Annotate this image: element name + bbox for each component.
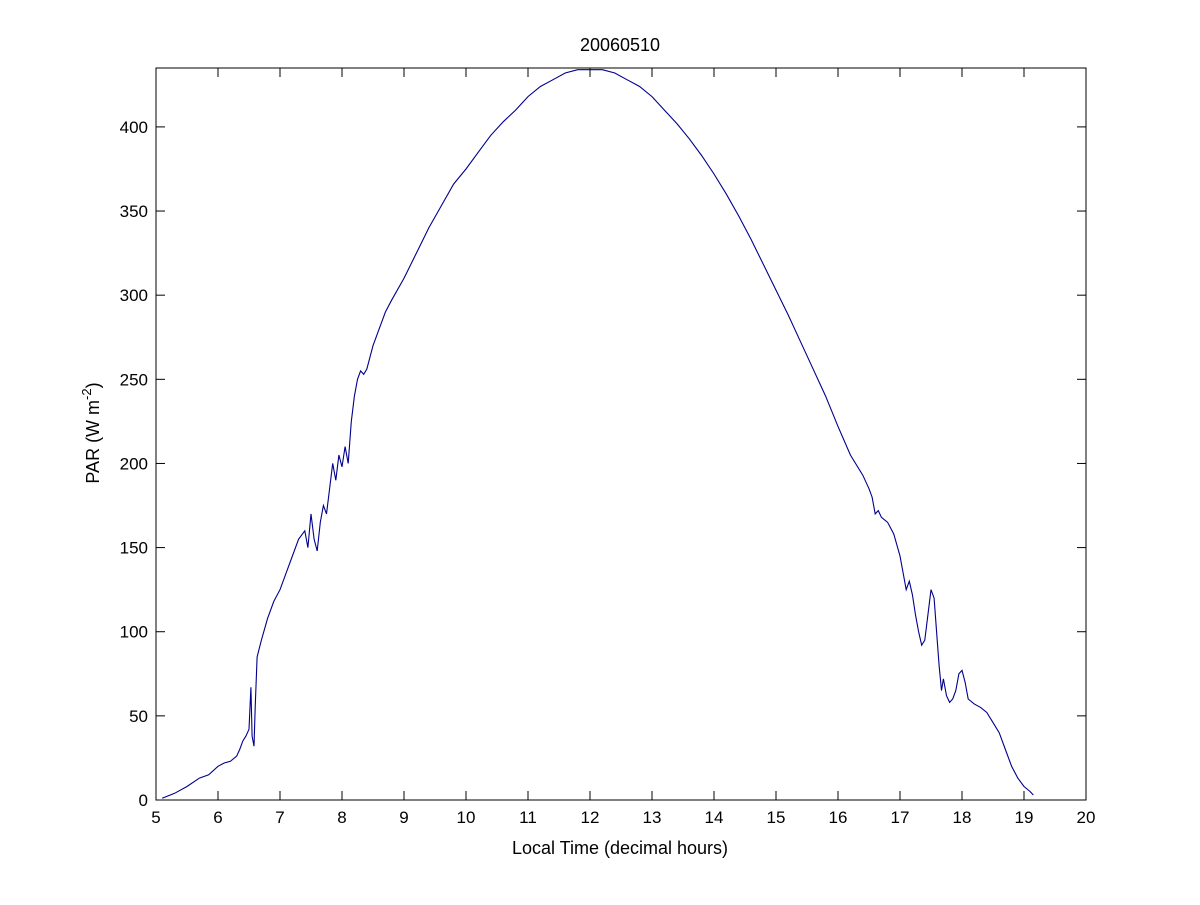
x-tick-label: 19: [1015, 808, 1034, 827]
x-tick-label: 5: [151, 808, 160, 827]
axis-ticks: [155, 68, 1087, 801]
y-axis-label: PAR (W m-2): [79, 382, 103, 483]
x-tick-label: 16: [829, 808, 848, 827]
y-tick-label: 50: [129, 707, 148, 726]
x-tick-label: 15: [767, 808, 786, 827]
x-tick-label: 6: [213, 808, 222, 827]
axis-tick-labels: 5 6 7 8 9 10 11 12 13 14 15 16 17 18 19 200501001502002…: [120, 118, 1096, 827]
x-tick-label: 14: [705, 808, 724, 827]
y-tick-label: 150: [120, 539, 148, 558]
par-series-line: [161, 69, 1034, 799]
y-tick-label: 400: [120, 118, 148, 137]
plot-area-frame: [155, 67, 1087, 801]
x-tick-label: 10: [457, 808, 476, 827]
x-tick-label: 9: [399, 808, 408, 827]
x-tick-label: 17: [891, 808, 910, 827]
x-tick-label: 7: [275, 808, 284, 827]
y-tick-label: 100: [120, 623, 148, 642]
y-axis-label-close: ): [83, 382, 103, 388]
y-axis-label-main: PAR (W m: [83, 400, 103, 484]
x-tick-label: 13: [643, 808, 662, 827]
x-tick-label: 20: [1077, 808, 1096, 827]
x-axis-label: Local Time (decimal hours): [512, 838, 728, 858]
x-tick-label: 8: [337, 808, 346, 827]
x-tick-label: 12: [581, 808, 600, 827]
y-tick-label: 200: [120, 454, 148, 473]
y-tick-label: 250: [120, 370, 148, 389]
y-tick-label: 350: [120, 202, 148, 221]
y-axis-label-superscript: -2: [79, 388, 94, 400]
x-tick-label: 11: [519, 808, 537, 827]
y-tick-label: 300: [120, 286, 148, 305]
x-tick-label: 18: [953, 808, 972, 827]
chart-title: 20060510: [580, 35, 660, 55]
y-tick-label: 0: [139, 791, 148, 810]
